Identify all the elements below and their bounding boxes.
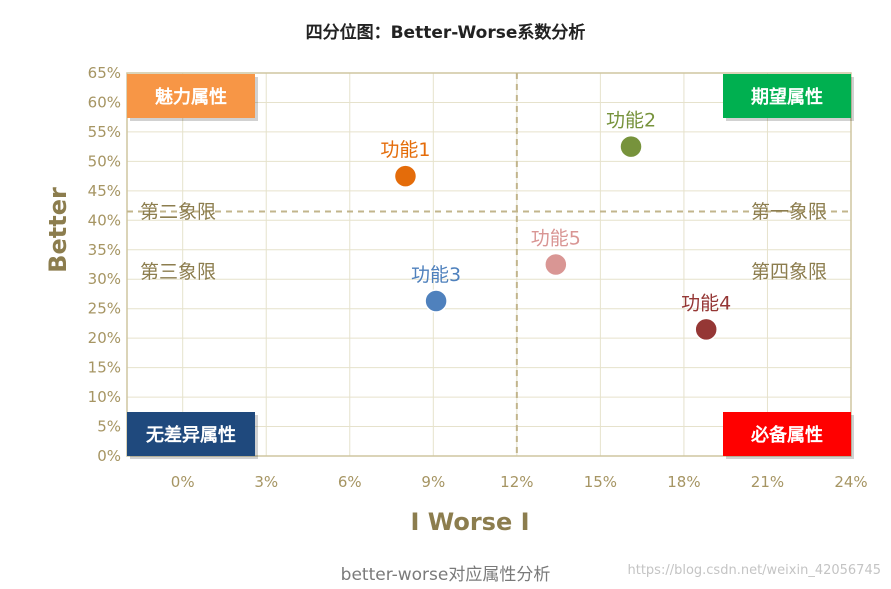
y-tick-label: 60% (88, 93, 121, 111)
corner-box-label: 无差异属性 (146, 424, 236, 446)
corner-box-bottom-left: 无差异属性 (127, 412, 258, 459)
data-point-label: 功能2 (606, 110, 656, 132)
corner-box-fill (723, 74, 851, 118)
data-point-label: 功能3 (411, 264, 461, 286)
data-point (694, 317, 718, 342)
y-tick-label: 25% (88, 300, 121, 318)
x-tick-label: 18% (667, 473, 700, 491)
corner-box-fill (723, 412, 851, 456)
corner-box-fill (127, 412, 255, 456)
x-tick-label: 21% (751, 473, 784, 491)
corner-box-bottom-right: 必备属性 (723, 412, 854, 459)
data-point-group: 功能1 (380, 139, 431, 188)
x-tick-label: 15% (584, 473, 617, 491)
quadrant-label-first: 第一象限 (751, 201, 827, 223)
data-point-group: 功能5 (531, 228, 581, 277)
x-tick-label: 6% (338, 473, 362, 491)
corner-box-top-left: 魅力属性 (127, 74, 258, 121)
y-tick-label: 0% (97, 447, 121, 465)
x-tick-label: 0% (171, 473, 195, 491)
data-point-group: 功能2 (606, 110, 656, 159)
figure-caption: better-worse对应属性分析 (340, 565, 551, 585)
data-point-label: 功能5 (531, 228, 581, 250)
corner-box-label: 魅力属性 (155, 86, 227, 108)
data-point-label: 功能1 (380, 139, 430, 161)
quadrant-label-fourth: 第四象限 (751, 261, 827, 283)
y-tick-label: 20% (88, 329, 121, 347)
quadrant-label-third: 第三象限 (140, 261, 216, 283)
quadrant-label-second: 第二象限 (140, 201, 216, 223)
chart-title: 四分位图：Better-Worse系数分析 (305, 23, 586, 43)
x-tick-label: 9% (421, 473, 445, 491)
y-tick-label: 10% (88, 388, 121, 406)
corner-box-label: 期望属性 (751, 86, 823, 108)
y-tick-label: 35% (88, 241, 121, 259)
y-tick-label: 30% (88, 270, 121, 288)
corner-box-fill (127, 74, 255, 118)
data-point-label: 功能4 (681, 292, 731, 314)
y-tick-label: 55% (88, 123, 121, 141)
x-axis-title: I Worse I (410, 508, 529, 536)
y-tick-label: 5% (97, 418, 121, 436)
quadrant-dividers (127, 73, 851, 456)
y-tick-label: 15% (88, 359, 121, 377)
x-tick-label: 3% (254, 473, 278, 491)
watermark-url: https://blog.csdn.net/weixin_42056745 (627, 563, 881, 578)
data-point-group: 功能4 (681, 292, 731, 342)
data-point (424, 289, 448, 313)
x-tick-label: 12% (500, 473, 533, 491)
y-tick-label: 40% (88, 211, 121, 229)
x-tick-label: 24% (834, 473, 867, 491)
plot-frame (126, 72, 852, 457)
data-point (619, 134, 643, 159)
tick-labels: 0% 5% 10% 15% 20% 25% 30% 35% 40% 45% 50% 55% 60% 65%… (88, 64, 868, 491)
corner-box-top-right: 期望属性 (723, 74, 854, 121)
y-tick-label: 45% (88, 182, 121, 200)
grid-lines (127, 72, 852, 457)
data-point-group: 功能3 (411, 264, 461, 313)
y-tick-label: 50% (88, 152, 121, 170)
data-points: 功能1 功能2 功能3 功能4 功能5 (380, 110, 731, 342)
y-tick-label: 65% (88, 64, 121, 82)
corner-box-label: 必备属性 (750, 424, 823, 446)
y-axis-title: Better (44, 187, 72, 273)
data-point (544, 252, 568, 277)
data-point (393, 164, 418, 188)
